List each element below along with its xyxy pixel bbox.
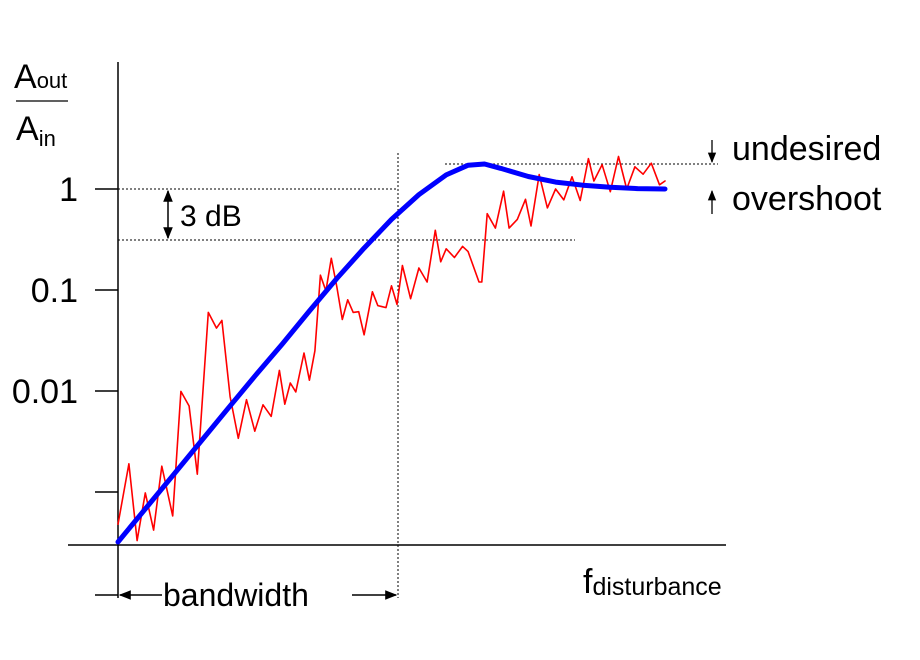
overshoot-label-line2: overshoot (732, 180, 882, 218)
overshoot-label-line1: undesired (732, 130, 881, 168)
y-ticks: 1 0.1 0.01 (12, 171, 118, 596)
smooth-response-line (115, 161, 668, 545)
series-layer (115, 155, 668, 545)
y-tick-label: 1 (59, 171, 78, 209)
three-db-label: 3 dB (180, 200, 242, 233)
svg-text:Ain: Ain (16, 110, 56, 151)
overshoot-annotation: undesired overshoot (707, 130, 882, 218)
svg-text:Aout: Aout (14, 58, 67, 96)
bandwidth-annotation: bandwidth (118, 577, 398, 613)
three-db-annotation: 3 dB (163, 189, 242, 240)
y-tick-label: 0.01 (12, 373, 78, 411)
y-tick-label: 0.1 (31, 272, 78, 310)
bandwidth-label: bandwidth (163, 577, 309, 613)
noisy-response-line (117, 155, 666, 542)
x-axis-label: fdisturbance (583, 563, 722, 601)
y-axis-label: Aout Ain (14, 58, 68, 151)
